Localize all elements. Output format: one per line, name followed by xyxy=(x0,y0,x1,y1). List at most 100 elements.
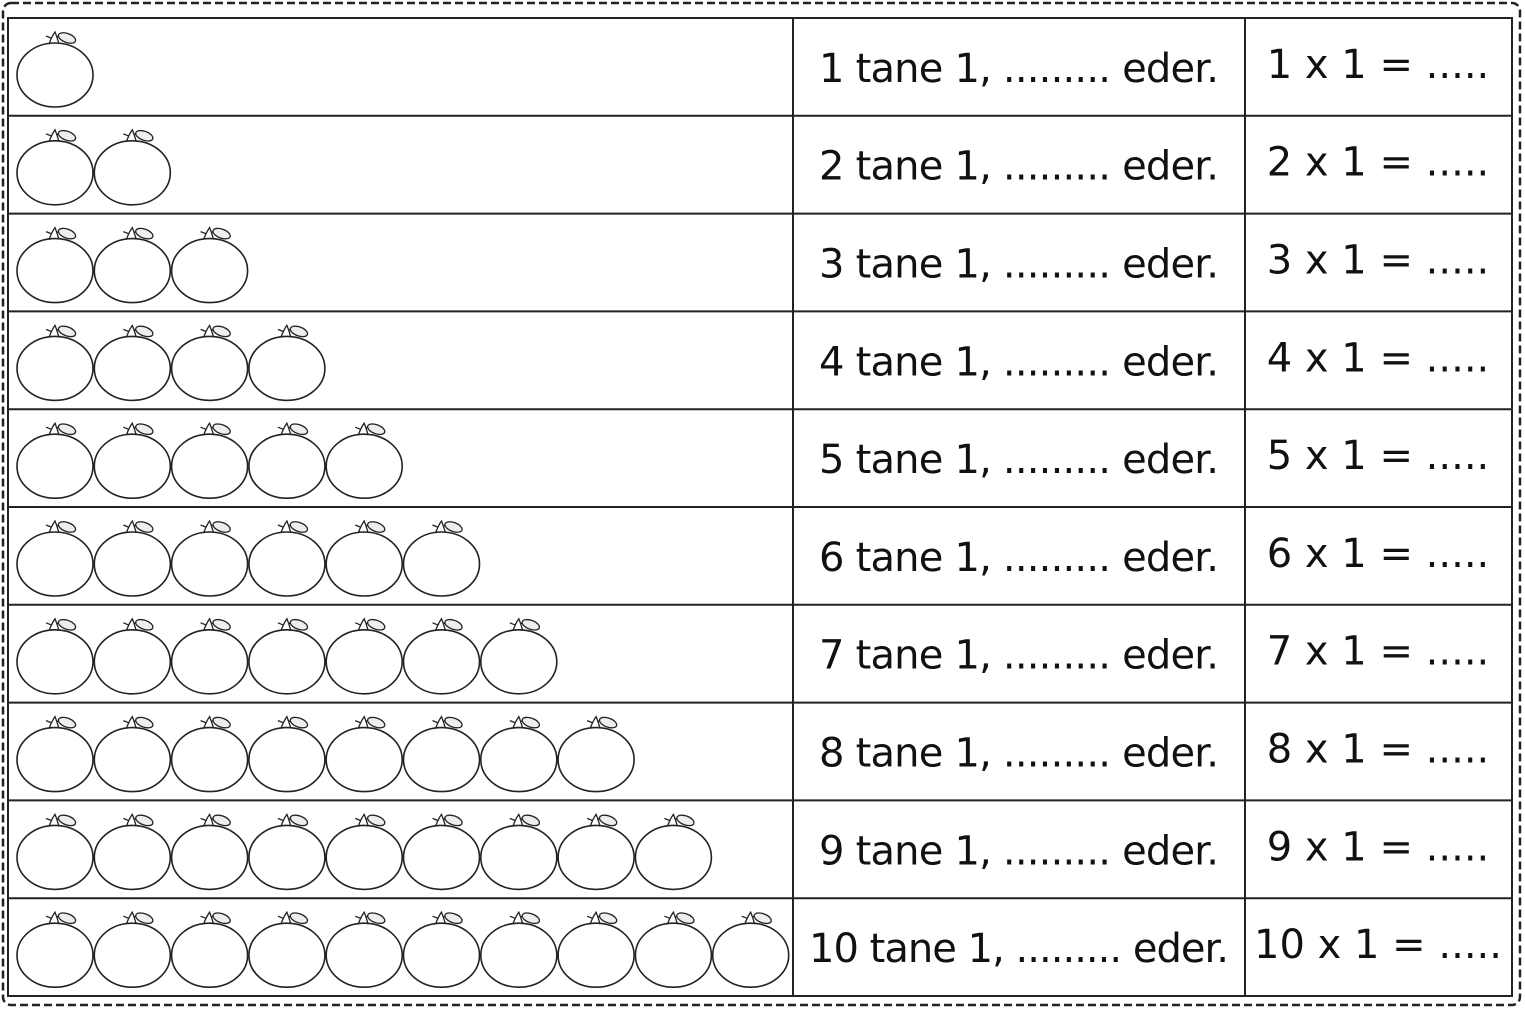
fruit-group xyxy=(16,30,94,108)
fruit-body xyxy=(170,237,249,304)
equation: 2 x 1 = ..... xyxy=(1267,140,1490,186)
fruit-body xyxy=(16,531,94,597)
fruit xyxy=(325,715,404,793)
fruit-body xyxy=(170,628,249,695)
fruit-body xyxy=(170,335,249,402)
fruit-leaf xyxy=(598,912,618,925)
fruit xyxy=(16,324,94,402)
fruit-leaf xyxy=(366,423,386,436)
fruit-leaf xyxy=(521,618,541,631)
fruit-body xyxy=(248,433,326,500)
fruit xyxy=(170,421,249,500)
fruit-leaf xyxy=(212,716,231,729)
fruit-body xyxy=(93,531,172,597)
equation: 9 x 1 = ..... xyxy=(1267,824,1490,870)
fruit xyxy=(634,813,713,891)
fruit-body xyxy=(93,237,172,304)
fruit xyxy=(325,519,404,597)
fruit-leaf xyxy=(212,227,231,240)
fruit-leaf xyxy=(444,716,463,729)
fruit xyxy=(402,715,481,793)
fruit-leaf xyxy=(57,716,77,729)
fruit-leaf xyxy=(212,521,231,533)
fruit-leaf xyxy=(57,618,77,631)
fruit-body xyxy=(557,922,635,989)
fruit-leaf xyxy=(289,423,309,436)
fruit-body xyxy=(93,726,172,793)
fruit-body xyxy=(170,433,249,500)
fruit-leaf xyxy=(366,912,386,925)
fruit xyxy=(557,910,635,989)
fruit-leaf xyxy=(135,716,154,729)
sentence: 5 tane 1, ......... eder. xyxy=(819,437,1219,483)
fruit-group xyxy=(16,519,481,597)
fruit-leaf xyxy=(366,814,386,827)
fruit-leaf xyxy=(366,521,386,533)
fruit-group xyxy=(16,617,558,695)
fruit xyxy=(170,617,249,695)
fruit xyxy=(16,519,94,597)
equation: 4 x 1 = ..... xyxy=(1267,335,1490,381)
fruit-leaf xyxy=(135,423,154,436)
fruit-group xyxy=(16,813,713,891)
fruit-leaf xyxy=(289,912,309,925)
fruit-body xyxy=(479,628,558,695)
fruit xyxy=(93,226,172,304)
fruit xyxy=(93,519,172,597)
fruit-body xyxy=(16,140,94,206)
sentence: 3 tane 1, ......... eder. xyxy=(819,242,1219,288)
fruit-body xyxy=(16,824,94,891)
equation: 1 x 1 = ..... xyxy=(1267,42,1490,88)
equation: 3 x 1 = ..... xyxy=(1267,238,1490,284)
fruit-leaf xyxy=(366,618,386,631)
fruit xyxy=(16,30,94,108)
fruit-body xyxy=(248,628,326,695)
fruit-leaf xyxy=(289,618,309,631)
fruit xyxy=(248,910,326,989)
fruit-leaf xyxy=(366,716,386,729)
fruit-leaf xyxy=(212,423,231,436)
fruit-leaf xyxy=(521,912,541,925)
fruit-leaf xyxy=(289,716,309,729)
sentence: 2 tane 1, ......... eder. xyxy=(819,144,1219,190)
fruit-leaf xyxy=(135,618,154,631)
fruit xyxy=(16,226,94,304)
fruit-body xyxy=(170,531,249,597)
fruit-leaf xyxy=(57,912,77,925)
sentence: 6 tane 1, ......... eder. xyxy=(819,535,1219,581)
sentence: 10 tane 1, ......... eder. xyxy=(809,926,1229,972)
fruit xyxy=(16,813,94,891)
fruit-leaf xyxy=(135,325,154,338)
fruit xyxy=(170,910,249,989)
sentence: 4 tane 1, ......... eder. xyxy=(819,339,1219,385)
fruit-body xyxy=(402,824,481,891)
fruit xyxy=(93,910,172,989)
fruit-leaf xyxy=(598,814,618,827)
fruit-leaf xyxy=(444,521,463,533)
fruit-leaf xyxy=(212,912,231,925)
fruit xyxy=(93,813,172,891)
fruit-group xyxy=(16,128,172,206)
fruit xyxy=(248,421,326,500)
sentence: 9 tane 1, ......... eder. xyxy=(819,828,1219,874)
equation: 6 x 1 = ..... xyxy=(1267,531,1490,577)
fruit-body xyxy=(711,922,790,989)
fruit-body xyxy=(170,824,249,891)
fruit-leaf xyxy=(289,325,309,338)
fruit-leaf xyxy=(521,814,541,827)
fruit xyxy=(325,617,404,695)
fruit-body xyxy=(93,140,172,206)
fruit-body xyxy=(557,824,635,891)
fruit xyxy=(557,813,635,891)
fruit xyxy=(170,519,249,597)
fruit xyxy=(93,617,172,695)
fruit-body xyxy=(16,335,94,402)
fruit-leaf xyxy=(135,129,154,142)
fruit-leaf xyxy=(676,814,695,827)
fruit xyxy=(170,813,249,891)
fruit xyxy=(248,813,326,891)
fruit xyxy=(16,617,94,695)
fruit xyxy=(325,421,404,500)
fruit xyxy=(325,813,404,891)
